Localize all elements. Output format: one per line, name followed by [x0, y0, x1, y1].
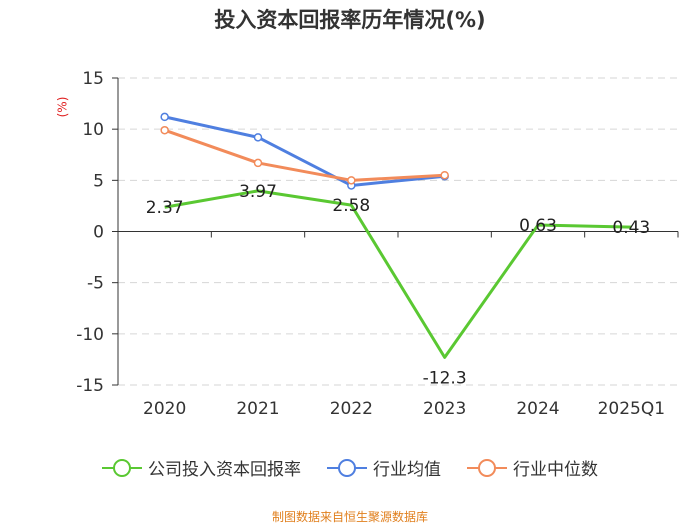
- legend-label-industry-mean: 行业均值: [373, 460, 441, 480]
- y-tick-label: 15: [82, 69, 104, 89]
- data-label: 2.37: [146, 198, 184, 218]
- x-tick-label: 2022: [330, 399, 373, 419]
- legend-line-marker-icon: [327, 458, 367, 477]
- source-footer: 制图数据来自恒生聚源数据库: [271, 510, 428, 524]
- x-tick-label: 2021: [236, 399, 279, 419]
- data-label: 0.43: [612, 218, 650, 238]
- legend-item-industry-mean[interactable]: 行业均值: [327, 455, 441, 480]
- series-line: [164, 189, 632, 359]
- data-label: 2.58: [332, 196, 370, 216]
- data-label: 3.97: [239, 182, 277, 202]
- axis-layer: 15 10 5 0 -5 -10 -15 2020 2021 2022 2023 2024 2025Q1: [76, 69, 679, 419]
- y-tick-label: -15: [76, 376, 104, 396]
- y-tick-label: 0: [93, 223, 104, 243]
- legend-label-company: 公司投入资本回报率: [148, 460, 301, 480]
- y-tick-label: 5: [93, 171, 104, 191]
- data-label: -12.3: [423, 368, 467, 388]
- data-point: [160, 112, 169, 122]
- legend-line-marker-icon: [467, 458, 507, 477]
- y-tick-label: -5: [87, 274, 104, 294]
- legend: 公司投入资本回报率 行业均值 行业中位数: [0, 455, 700, 480]
- data-point: [347, 176, 356, 185]
- legend-item-industry-median[interactable]: 行业中位数: [467, 455, 598, 480]
- y-tick-label: 10: [82, 120, 104, 140]
- x-tick-label: 2025Q1: [598, 399, 665, 419]
- legend-label-industry-median: 行业中位数: [513, 460, 598, 480]
- series-line: [164, 115, 445, 187]
- y-tick-label: -10: [76, 325, 104, 345]
- series-line: [164, 128, 445, 182]
- data-point: [440, 170, 449, 180]
- x-tick-label: 2024: [516, 399, 559, 419]
- x-tick-label: 2020: [143, 399, 186, 419]
- data-label: 0.63: [519, 216, 557, 236]
- series-layer: [160, 112, 632, 359]
- legend-item-company[interactable]: 公司投入资本回报率: [102, 455, 301, 480]
- x-tick-label: 2023: [423, 399, 466, 419]
- label-layer: 2.37 3.97 2.58 -12.3 0.63 0.43: [146, 182, 651, 388]
- data-point: [160, 125, 169, 135]
- legend-line-marker-icon: [102, 458, 142, 477]
- data-point: [253, 133, 263, 142]
- data-point: [253, 158, 263, 168]
- chart-title: 投入资本回报率历年情况(%): [214, 8, 486, 32]
